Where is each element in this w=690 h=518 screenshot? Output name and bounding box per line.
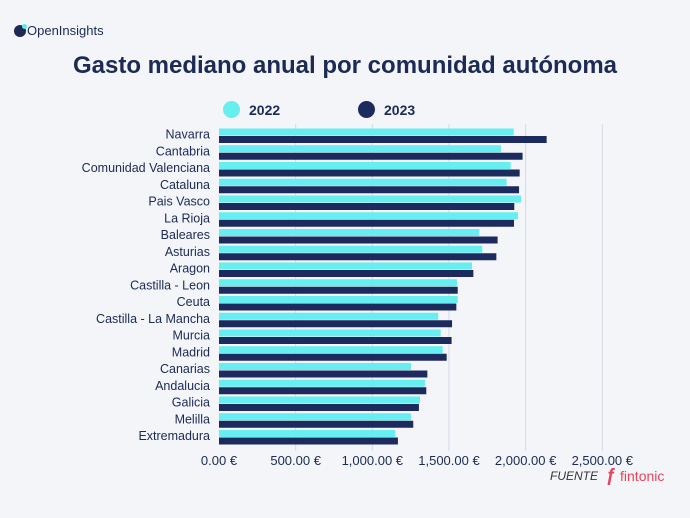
category-label: Asturias	[165, 245, 210, 259]
bar-2022	[219, 413, 411, 421]
source-brand: fintonic	[620, 467, 665, 484]
chart-title: Gasto mediano anual por comunidad autóno…	[72, 52, 618, 79]
bar-2023	[219, 303, 457, 311]
fintonic-icon: ƒ	[606, 465, 617, 485]
category-label: Madrid	[172, 345, 210, 359]
category-label: Comunidad Valenciana	[82, 161, 210, 175]
legend-label-2023: 2023	[384, 101, 416, 118]
bar-2023	[219, 404, 419, 411]
category-label: Extremadura	[138, 429, 210, 443]
bar-2022	[219, 212, 518, 220]
x-tick-label: 2,500.00 €	[572, 453, 634, 468]
bar-2022	[219, 329, 441, 337]
bar-2022	[219, 178, 507, 186]
x-tick-label: 500.00 €	[270, 453, 321, 468]
bar-2023	[219, 387, 427, 395]
bar-2023	[219, 169, 520, 177]
bar-2023	[219, 286, 458, 294]
logo-text: OpenInsights	[27, 23, 104, 38]
bar-2022	[219, 195, 522, 203]
bar-2022	[219, 430, 396, 437]
bar-2022	[219, 346, 443, 354]
fintonic-logo: ƒ fintonic	[606, 465, 664, 486]
legend-swatch-2022	[223, 101, 240, 118]
category-label: Murcia	[172, 329, 210, 343]
bar-2022	[219, 128, 514, 136]
category-label: Melilla	[175, 412, 210, 426]
bar-2022	[219, 396, 421, 404]
bar-2023	[219, 353, 447, 361]
category-label: Navarra	[166, 128, 211, 142]
bar-2023	[219, 370, 428, 378]
category-label: Andalucia	[155, 379, 210, 393]
bar-2023	[219, 320, 453, 328]
category-label: Pais Vasco	[148, 195, 210, 209]
bar-2023	[219, 253, 497, 261]
bar-2023	[219, 270, 474, 277]
legend-label-2022: 2022	[249, 101, 281, 118]
bar-2022	[219, 145, 501, 153]
category-label: Cantabria	[156, 144, 210, 158]
legend-swatch-2023	[358, 101, 375, 118]
bar-2023	[219, 420, 414, 428]
bar-2022	[219, 363, 411, 370]
category-label: La Rioja	[164, 211, 210, 225]
category-label: Castilla - Leon	[130, 278, 210, 292]
legend-item-2023: 2023	[358, 101, 415, 118]
legend-item-2022: 2022	[223, 101, 280, 118]
bar-2023	[219, 203, 515, 210]
bar-2022	[219, 296, 458, 303]
x-tick-label: 0.00 €	[201, 453, 238, 468]
x-tick-label: 1,500.00 €	[418, 453, 480, 468]
category-label: Castilla - La Mancha	[96, 312, 210, 326]
bar-2023	[219, 186, 520, 194]
bar-2022	[219, 229, 480, 236]
category-label: Baleares	[161, 228, 210, 242]
bar-2023	[219, 152, 523, 160]
bar-2022	[219, 262, 472, 270]
bar-2022	[219, 279, 457, 287]
bar-2022	[219, 162, 511, 169]
x-tick-label: 2,000.00 €	[495, 453, 557, 468]
category-label: Galicia	[172, 396, 210, 410]
source-label: FUENTE	[550, 468, 598, 483]
logo-icon	[14, 23, 27, 37]
category-label: Cataluna	[160, 178, 210, 192]
bar-2022	[219, 245, 483, 253]
bar-2023	[219, 437, 398, 445]
source-footer: FUENTE ƒ fintonic	[550, 465, 664, 486]
bar-2022	[219, 312, 439, 320]
bar-2023	[219, 219, 514, 227]
bar-2023	[219, 337, 452, 344]
category-label: Canarias	[160, 362, 210, 376]
x-tick-label: 1,000.00 €	[342, 453, 404, 468]
bar-2023	[219, 236, 498, 244]
openinsights-logo: OpenInsights	[14, 23, 104, 38]
category-label: Ceuta	[177, 295, 210, 309]
category-label: Aragon	[170, 262, 210, 276]
bar-2023	[219, 136, 547, 143]
bar-2022	[219, 379, 425, 387]
